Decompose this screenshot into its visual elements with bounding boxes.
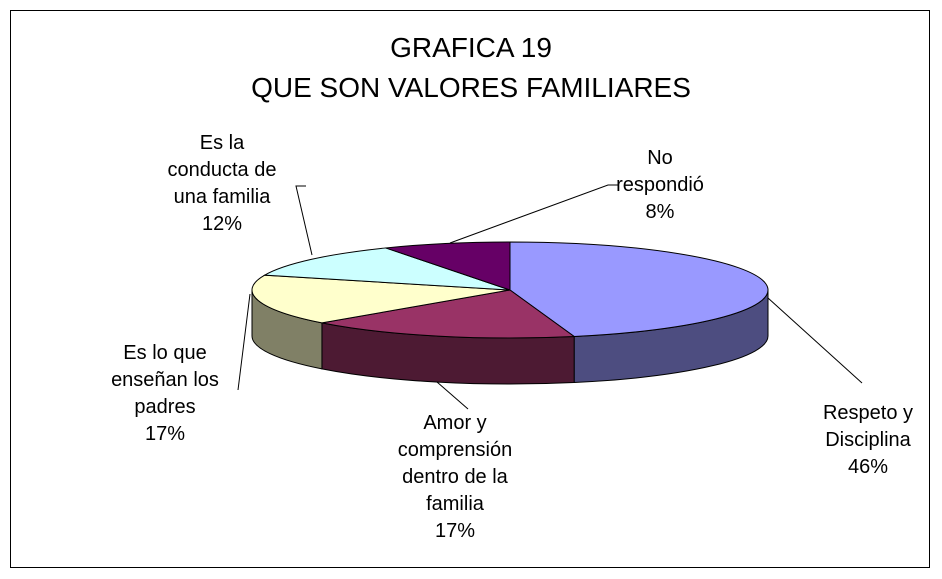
- slice-label: Amor y comprensión dentro de la familia 1…: [370, 410, 540, 545]
- slice: [509, 241, 769, 337]
- leader-line: [295, 185, 313, 256]
- category-label: Es la conducta de una familia: [167, 132, 277, 208]
- slice: [321, 289, 576, 339]
- value-label: 46%: [847, 456, 889, 478]
- slice-label: Respeto y Disciplina 46%: [788, 400, 942, 481]
- leader-line: [237, 293, 251, 391]
- leader-line: [449, 184, 618, 244]
- slice-label: Es la conducta de una familia 12%: [142, 130, 302, 238]
- category-label: Amor y comprensión dentro de la familia: [397, 412, 513, 515]
- slice: [251, 274, 511, 324]
- category-label: Es lo que enseñan los padres: [111, 342, 219, 418]
- value-label: 8%: [645, 201, 675, 223]
- slice-label: No respondió 8%: [590, 145, 730, 226]
- value-label: 17%: [434, 520, 476, 542]
- category-label: No respondió: [616, 147, 704, 196]
- chart-title: GRAFICA 19: [390, 32, 552, 63]
- slice: [385, 241, 511, 291]
- category-label: Respeto y Disciplina: [822, 402, 914, 451]
- slice-label: Es lo que enseñan los padres 17%: [80, 340, 250, 448]
- value-label: 12%: [201, 213, 243, 235]
- chart-title: QUE SON VALORES FAMILIARES: [251, 72, 691, 103]
- leader-line: [436, 381, 469, 410]
- chart-frame: [10, 10, 930, 568]
- slice: [262, 247, 511, 291]
- leader-line: [767, 297, 863, 384]
- value-label: 17%: [144, 423, 186, 445]
